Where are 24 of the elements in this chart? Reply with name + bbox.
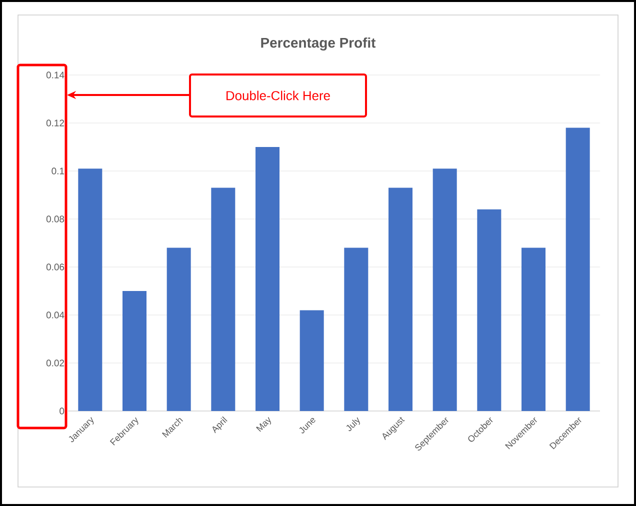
bar bbox=[344, 248, 368, 411]
annotation: Double-Click Here bbox=[226, 90, 330, 100]
y-tick-label: 0 bbox=[60, 408, 64, 414]
bar bbox=[388, 188, 413, 411]
bar bbox=[78, 168, 102, 411]
bar bbox=[256, 146, 280, 411]
bar bbox=[211, 188, 236, 411]
bar bbox=[300, 310, 324, 411]
y-tick-label: 0.12 bbox=[46, 120, 64, 126]
y-tick-label: 0.08 bbox=[46, 216, 64, 222]
bar bbox=[122, 291, 146, 411]
x-tick-label: May bbox=[256, 417, 272, 432]
y-tick-label: 0.02 bbox=[46, 360, 64, 366]
x-tick-label: July bbox=[346, 417, 360, 432]
y-tick-label: 0.04 bbox=[46, 312, 64, 318]
y-tick-label: 0.1 bbox=[52, 168, 64, 174]
y-tick-label: 0.06 bbox=[46, 264, 64, 270]
bar bbox=[166, 248, 191, 411]
chart-title: Percentage Profit bbox=[261, 37, 376, 51]
bar bbox=[566, 128, 590, 411]
bar bbox=[432, 168, 457, 411]
y-tick-label: 0.14 bbox=[46, 72, 64, 78]
bar bbox=[522, 248, 546, 411]
bar bbox=[477, 209, 502, 411]
